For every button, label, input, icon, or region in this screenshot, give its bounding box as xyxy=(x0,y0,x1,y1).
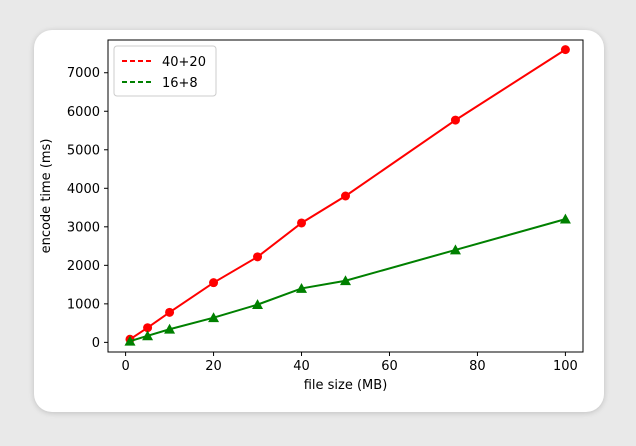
y-tick-label: 0 xyxy=(92,336,100,351)
y-tick-label: 3000 xyxy=(67,220,100,235)
legend-box xyxy=(113,45,217,97)
data-point xyxy=(209,278,219,288)
y-tick-label: 4000 xyxy=(67,182,100,197)
data-point xyxy=(450,115,460,125)
y-tick-label: 1000 xyxy=(67,297,100,312)
plot-area-frame xyxy=(107,39,584,353)
data-point xyxy=(341,191,350,201)
data-point xyxy=(559,213,571,224)
x-tick-label: 80 xyxy=(469,359,486,374)
data-point xyxy=(253,252,263,262)
legend: 40+20 16+8 xyxy=(113,45,217,97)
y-axis-label: encode time (ms) xyxy=(39,139,54,254)
data-point xyxy=(165,307,175,317)
x-axis-label: file size (MB) xyxy=(304,378,388,393)
data-point xyxy=(252,299,264,310)
series-1 xyxy=(124,213,571,346)
y-tick-label: 2000 xyxy=(67,259,100,274)
y-tick-label: 7000 xyxy=(67,66,100,81)
x-tick-label: 0 xyxy=(121,359,129,374)
ticks-layer: 0 20 40 60 80 1000100020003000400050006000700… xyxy=(67,66,578,374)
x-tick-label: 20 xyxy=(205,359,222,374)
data-point xyxy=(560,45,570,55)
legend-label: 40+20 xyxy=(162,55,206,70)
legend-label: 16+8 xyxy=(162,76,198,91)
y-tick-label: 5000 xyxy=(67,143,100,158)
data-point xyxy=(297,218,307,228)
data-point xyxy=(143,323,153,333)
x-tick-label: 40 xyxy=(293,359,310,374)
x-tick-label: 100 xyxy=(553,359,578,374)
data-point xyxy=(164,323,176,334)
x-tick-label: 60 xyxy=(381,359,398,374)
data-point xyxy=(142,330,154,341)
data-point xyxy=(124,335,136,346)
data-point xyxy=(296,282,308,293)
y-tick-label: 6000 xyxy=(67,105,100,120)
data-point xyxy=(340,275,351,286)
plot-layer xyxy=(124,45,571,346)
data-point xyxy=(449,244,461,255)
data-point xyxy=(208,312,220,323)
